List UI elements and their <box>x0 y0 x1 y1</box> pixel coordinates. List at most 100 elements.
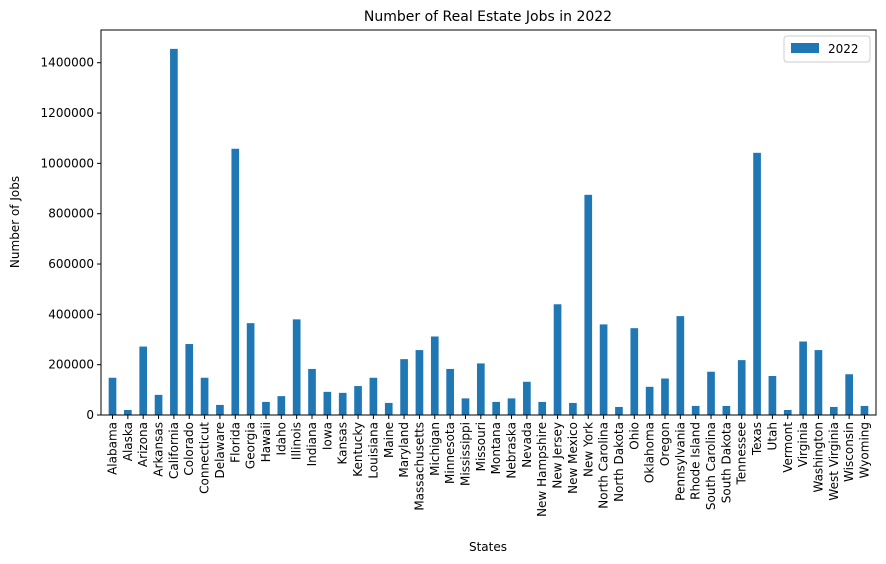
bar <box>323 391 332 415</box>
bar <box>645 386 654 415</box>
x-tick-label: Hawaii <box>259 422 273 462</box>
x-tick-label: South Dakota <box>719 422 733 503</box>
bar <box>860 405 869 415</box>
x-tick-label: Alaska <box>121 422 135 461</box>
bar <box>661 378 669 415</box>
bar <box>170 48 178 416</box>
x-tick-label: South Carolina <box>704 422 718 510</box>
bar <box>737 360 746 415</box>
y-axis-title: Number of Jobs <box>8 176 22 268</box>
x-tick-label: Idaho <box>274 422 288 455</box>
y-tick-label: 1000000 <box>41 156 94 170</box>
x-tick-label: California <box>167 422 181 479</box>
x-tick-label: Arizona <box>136 422 150 467</box>
x-tick-label: Maine <box>382 422 396 458</box>
bar <box>292 319 301 415</box>
legend: 2022 <box>783 35 871 63</box>
x-tick-label: Ohio <box>627 422 641 450</box>
x-tick-label: Michigan <box>428 422 442 476</box>
bar <box>676 316 685 415</box>
bar <box>507 398 516 415</box>
x-tick-label: West Virginia <box>827 422 841 501</box>
bar <box>354 386 362 415</box>
bar <box>753 152 761 416</box>
bar <box>630 328 639 415</box>
x-tick-label: Florida <box>228 422 242 463</box>
x-tick-label: Louisiana <box>366 422 380 479</box>
x-tick-label: Iowa <box>320 422 334 450</box>
x-tick-label: Illinois <box>290 422 304 460</box>
x-tick-label: Nebraska <box>505 422 519 479</box>
x-tick-label: Montana <box>489 422 503 474</box>
bar <box>707 371 715 415</box>
x-axis: Alabama Alaska Arizona Arkansas California Co… <box>106 415 871 517</box>
bar <box>446 368 454 415</box>
y-axis: 0 200000 400000 600000 800000 1000000 1200000 1… <box>41 56 101 422</box>
bar <box>154 394 163 415</box>
bar <box>369 377 378 415</box>
bar <box>246 323 255 415</box>
x-tick-label: North Carolina <box>597 422 611 509</box>
bar <box>400 359 408 415</box>
bar <box>814 350 823 415</box>
x-tick-label: Delaware <box>213 422 227 479</box>
x-tick-label: Vermont <box>781 422 795 473</box>
bar <box>523 381 531 415</box>
x-tick-label: Alabama <box>106 422 120 475</box>
x-tick-label: Tennessee <box>735 422 749 486</box>
bar <box>124 409 132 415</box>
legend-swatch <box>791 43 819 53</box>
bar <box>691 405 700 415</box>
x-tick-label: New York <box>581 422 595 477</box>
x-tick-label: Maryland <box>397 422 411 478</box>
x-tick-label: Massachusetts <box>412 422 426 511</box>
x-tick-label: Oklahoma <box>643 422 657 483</box>
x-axis-title: States <box>469 540 507 554</box>
y-tick-label: 600000 <box>48 257 94 271</box>
x-tick-label: Utah <box>765 422 779 450</box>
bar <box>139 346 148 415</box>
x-tick-label: Virginia <box>796 422 810 467</box>
x-tick-label: Rhode Island <box>689 422 703 500</box>
bar <box>384 402 393 415</box>
bar <box>338 392 347 415</box>
bar <box>722 405 731 415</box>
x-tick-label: Arkansas <box>152 422 166 477</box>
x-tick-label: Connecticut <box>198 422 212 494</box>
x-tick-label: Washington <box>811 422 825 493</box>
legend-label: 2022 <box>828 42 859 56</box>
chart-title: Number of Real Estate Jobs in 2022 <box>364 9 612 25</box>
bar <box>768 376 777 415</box>
bar <box>262 401 270 415</box>
bar <box>845 374 853 415</box>
x-tick-label: Mississippi <box>458 422 472 486</box>
bar <box>430 336 439 415</box>
bar <box>584 194 593 415</box>
x-tick-label: Wisconsin <box>842 422 856 482</box>
bar <box>615 406 623 415</box>
x-tick-label: New Mexico <box>566 422 580 494</box>
x-tick-label: Indiana <box>305 422 319 466</box>
bar <box>108 377 117 415</box>
x-tick-label: Kentucky <box>351 422 365 477</box>
x-tick-label: Minnesota <box>443 422 457 484</box>
y-tick-label: 400000 <box>48 307 94 321</box>
bar <box>200 377 209 415</box>
bar <box>569 402 577 415</box>
bars-group <box>108 48 869 416</box>
x-tick-label: New Hampshire <box>535 422 549 517</box>
bar <box>277 396 286 415</box>
x-tick-label: North Dakota <box>612 422 626 502</box>
bar <box>599 324 608 415</box>
bar <box>783 409 792 415</box>
x-tick-label: Georgia <box>244 422 258 469</box>
y-tick-label: 200000 <box>48 358 94 372</box>
y-tick-label: 0 <box>86 408 94 422</box>
x-tick-label: Pennsylvania <box>673 422 687 501</box>
bar <box>538 401 547 415</box>
x-tick-label: New Jersey <box>551 422 565 489</box>
bar <box>829 406 838 415</box>
bar <box>476 363 485 415</box>
bar <box>216 404 224 415</box>
